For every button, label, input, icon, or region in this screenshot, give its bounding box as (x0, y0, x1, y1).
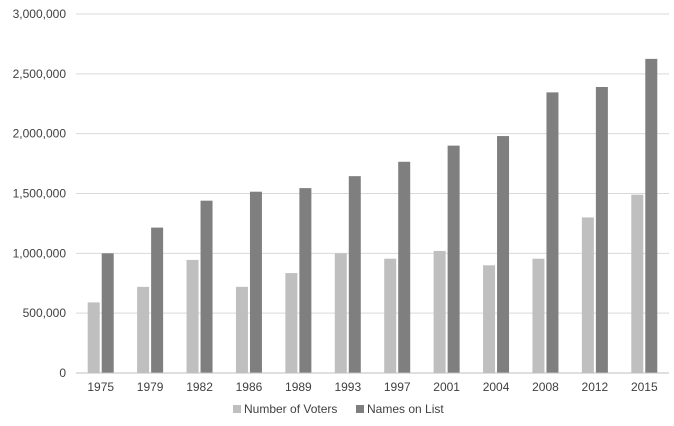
y-tick-label: 1,500,000 (13, 187, 67, 201)
bar-number-of-voters (384, 258, 397, 373)
x-tick-label: 1979 (137, 380, 164, 394)
bar-names-on-list (249, 191, 262, 373)
bar-group (186, 200, 213, 373)
bar-number-of-voters (87, 302, 100, 373)
bar-number-of-voters (186, 259, 199, 373)
bar-group (631, 58, 658, 373)
bar-number-of-voters (433, 250, 446, 373)
y-tick-label: 0 (59, 366, 66, 380)
x-tick-label: 2012 (582, 380, 609, 394)
legend-item: Number of Voters (233, 402, 337, 416)
bar-names-on-list (447, 145, 460, 373)
legend-label: Names on List (367, 402, 444, 416)
bar-group (137, 227, 164, 373)
x-tick-label: 2001 (433, 380, 460, 394)
bar-group (581, 86, 608, 373)
gridlines (76, 13, 669, 314)
bar-names-on-list (595, 86, 608, 373)
bar-names-on-list (151, 227, 164, 373)
y-tick-label: 3,000,000 (13, 7, 67, 21)
bar-number-of-voters (285, 273, 298, 373)
bar-number-of-voters (235, 286, 248, 373)
y-tick-label: 2,000,000 (13, 127, 67, 141)
bar-names-on-list (398, 161, 411, 373)
bar-group (235, 191, 262, 373)
x-axis-tick-labels: 1975 1979 1982 1986 1989 1993 1997 2001 2004 2008… (87, 380, 658, 394)
legend-swatch (356, 405, 364, 413)
bar-number-of-voters (532, 258, 545, 373)
bar-group (483, 136, 510, 373)
bar-names-on-list (497, 136, 510, 373)
bar-number-of-voters (137, 286, 150, 373)
x-tick-label: 2008 (532, 380, 559, 394)
bar-group (532, 92, 559, 374)
bar-names-on-list (200, 200, 213, 373)
bar-names-on-list (546, 92, 559, 374)
bar-group (433, 145, 460, 373)
bar-number-of-voters (631, 194, 644, 373)
y-axis-tick-labels: 0 500,000 1,000,000 1,500,000 2,000,000 2,500… (13, 7, 67, 380)
x-tick-label: 2004 (483, 380, 510, 394)
bar-names-on-list (299, 188, 312, 373)
bar-group (384, 161, 411, 373)
bar-number-of-voters (581, 217, 594, 373)
y-tick-label: 2,500,000 (13, 67, 67, 81)
y-tick-label: 500,000 (23, 306, 67, 320)
legend: Number of Voters Names on List (233, 402, 444, 416)
bar-group (334, 176, 361, 373)
bar-number-of-voters (483, 265, 496, 373)
bar-group (87, 253, 114, 373)
x-tick-label: 1993 (334, 380, 361, 394)
x-tick-label: 1982 (186, 380, 213, 394)
x-tick-label: 1975 (87, 380, 114, 394)
bars (87, 58, 658, 374)
x-tick-label: 1989 (285, 380, 312, 394)
bar-names-on-list (101, 253, 114, 373)
bar-group (285, 188, 312, 373)
x-tick-label: 1986 (236, 380, 263, 394)
legend-label: Number of Voters (244, 402, 337, 416)
legend-swatch (233, 405, 241, 413)
y-tick-label: 1,000,000 (13, 246, 67, 260)
legend-item: Names on List (356, 402, 444, 416)
x-tick-label: 1997 (384, 380, 411, 394)
x-tick-label: 2015 (631, 380, 658, 394)
bar-names-on-list (348, 176, 361, 373)
bar-number-of-voters (334, 253, 347, 373)
bar-names-on-list (645, 58, 658, 373)
